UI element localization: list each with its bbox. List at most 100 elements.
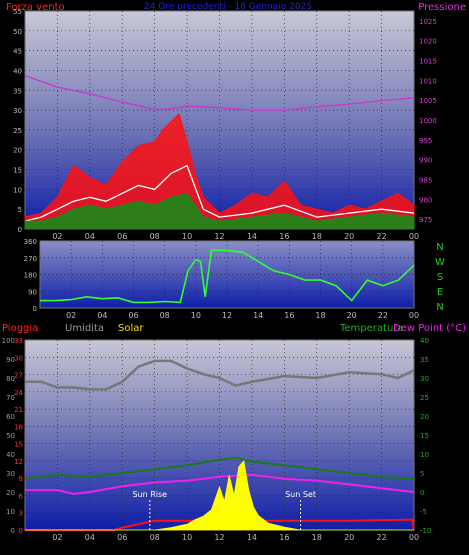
x-tick-label: 12	[222, 311, 232, 320]
series-gust	[24, 113, 415, 230]
rain-label: Pioggia	[2, 323, 38, 334]
x-tick-label: 18	[315, 311, 325, 320]
grid-bottom	[25, 340, 414, 530]
x-tick-label: 14	[253, 311, 263, 320]
x-tick-label: 06	[117, 232, 127, 241]
y-right-tick-label: 1025	[419, 18, 437, 26]
y-left-tick-label: 5	[18, 206, 22, 214]
x-tick-label: 08	[150, 232, 160, 241]
x-tick-label: 22	[376, 533, 386, 542]
x-tick-label: 20	[347, 311, 357, 320]
series-pressure	[24, 74, 415, 111]
y-right-tick-label: 1020	[419, 38, 437, 46]
wind-direction-plot-area	[39, 240, 415, 309]
rain-tick-label: 18	[14, 423, 23, 431]
humidity-tick-label: 0	[11, 527, 15, 535]
rain-tick-label: 3	[19, 510, 23, 518]
x-tick-label: 18	[312, 533, 322, 542]
y-dir-tick-label: 360	[24, 238, 37, 246]
compass-label: N	[436, 302, 443, 313]
y-left-tick-label: 10	[13, 186, 22, 194]
x-tick-label: 00	[409, 533, 419, 542]
temp-tick-label: 15	[420, 432, 429, 440]
x-tick-label: 08	[150, 533, 160, 542]
x-tick-label: 06	[117, 533, 127, 542]
series-temperature	[24, 456, 415, 480]
x-tick-label: 02	[66, 311, 76, 320]
rain-tick-label: 30	[14, 354, 23, 362]
humidity-label: Umidita	[65, 323, 104, 334]
y-right-tick-label: 1005	[419, 97, 437, 105]
sun-set-label: Sun Set	[285, 490, 316, 499]
x-tick-label: 20	[344, 232, 354, 241]
top-right-axis-label: Pressione	[418, 2, 466, 13]
y-left-tick-label: 30	[13, 107, 22, 115]
temp-tick-label: 5	[420, 470, 424, 478]
y-right-tick-label: 995	[419, 137, 432, 145]
sun-rise-label: Sun Rise	[132, 490, 167, 499]
temp-tick-label: 30	[420, 375, 429, 383]
y-left-tick-label: 35	[13, 87, 22, 95]
chart-title: 24 Ore precedenti - 18 Gennaio 2025	[144, 2, 312, 12]
rain-tick-label: 15	[14, 441, 23, 449]
humidity-tick-label: 70	[6, 394, 15, 402]
rain-tick-label: 33	[14, 337, 23, 345]
rain-tick-label: 6	[19, 492, 24, 500]
x-tick-label: 00	[409, 311, 419, 320]
y-left-tick-label: 50	[13, 28, 22, 36]
compass-label: N	[436, 242, 443, 253]
x-tick-label: 18	[312, 232, 322, 241]
chart-marks: Sun Rise Sun Set	[24, 74, 415, 531]
series-humidity	[25, 359, 415, 391]
y-right-tick-label: 1000	[419, 117, 437, 125]
temp-tick-label: 35	[420, 356, 429, 364]
x-tick-label: 12	[214, 232, 224, 241]
x-tick-label: 04	[97, 311, 107, 320]
temp-tick-label: 0	[420, 489, 424, 497]
rain-tick-label: 12	[14, 458, 23, 466]
y-left-tick-label: 0	[18, 226, 22, 234]
top-left-axis-label: Forza vento	[6, 2, 65, 13]
temp-tick-label: -5	[420, 508, 427, 516]
temp-tick-label: 10	[420, 451, 429, 459]
x-tick-label: 16	[279, 232, 289, 241]
x-tick-label: 02	[52, 232, 62, 241]
humidity-tick-label: 90	[6, 356, 15, 364]
humidity-tick-label: 60	[6, 413, 15, 421]
humidity-tick-label: 40	[6, 451, 15, 459]
compass-label: W	[435, 257, 445, 268]
y-left-tick-label: 25	[13, 127, 22, 135]
y-left-tick-label: 45	[13, 48, 22, 56]
x-tick-label: 12	[214, 533, 224, 542]
x-tick-label: 10	[191, 311, 201, 320]
x-tick-label: 16	[284, 311, 294, 320]
temp-tick-label: 40	[420, 337, 429, 345]
y-right-tick-label: 1015	[419, 58, 437, 66]
y-dir-tick-label: 90	[28, 288, 37, 296]
x-tick-label: 16	[279, 533, 289, 542]
humidity-tick-label: 20	[6, 489, 15, 497]
x-tick-label: 10	[182, 232, 192, 241]
y-right-tick-label: 975	[419, 216, 432, 224]
x-tick-label: 02	[52, 533, 62, 542]
x-tick-label: 20	[344, 533, 354, 542]
y-left-tick-label: 15	[13, 167, 22, 175]
y-left-tick-label: 55	[13, 8, 22, 16]
solar-label: Solar	[118, 323, 144, 334]
y-dir-tick-label: 270	[24, 255, 37, 263]
rain-tick-label: 9	[19, 475, 23, 483]
humidity-tick-label: 30	[6, 470, 15, 478]
rain-tick-label: 0	[19, 527, 23, 535]
x-tick-label: 14	[247, 533, 257, 542]
y-right-tick-label: 1010	[419, 77, 437, 85]
x-tick-label: 08	[160, 311, 170, 320]
temperature-label: Temperatura	[339, 323, 404, 334]
series-solar	[25, 459, 414, 531]
compass-label: S	[437, 272, 443, 283]
humidity-tick-label: 80	[6, 375, 15, 383]
x-tick-label: 22	[376, 232, 386, 241]
x-tick-label: 00	[409, 232, 419, 241]
series-direction	[40, 249, 415, 304]
y-right-tick-label: 980	[419, 196, 432, 204]
